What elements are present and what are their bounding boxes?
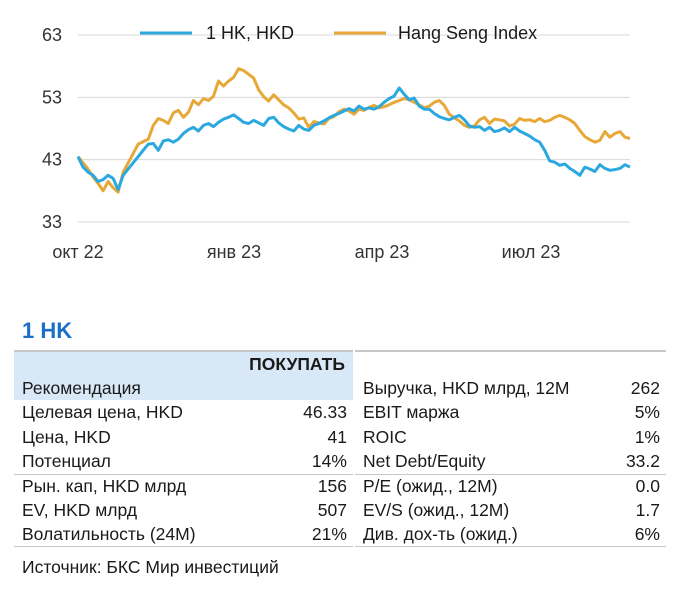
x-tick-label: апр 23 <box>355 242 410 262</box>
metric-row-ebit-margin: EBIT маржа 5% <box>355 400 666 425</box>
metric-value: 262 <box>630 378 660 398</box>
metrics-left-column: Рекомендация ПОКУПАТЬ Целевая цена, HKD … <box>14 350 353 547</box>
x-axis-ticks: окт 22 янв 23 апр 23 июл 23 <box>52 242 560 262</box>
x-tick-label: окт 22 <box>52 242 103 262</box>
metrics-table: Рекомендация ПОКУПАТЬ Целевая цена, HKD … <box>14 350 666 547</box>
y-tick-label: 43 <box>42 150 62 170</box>
metric-row-volatility: Волатильность (24M) 21% <box>14 523 353 547</box>
recommendation-row: Рекомендация ПОКУПАТЬ <box>14 350 353 400</box>
chart-legend: 1 HK, HKD Hang Seng Index <box>140 23 537 43</box>
metric-value: 21% <box>311 523 347 544</box>
metric-value: 41 <box>327 426 347 447</box>
metric-label: Выручка, HKD млрд, 12M <box>362 378 570 398</box>
metrics-right-column: Выручка, HKD млрд, 12M 262 EBIT маржа 5%… <box>352 350 666 547</box>
metric-row-target-price: Целевая цена, HKD 46.33 <box>14 400 353 425</box>
revenue-row: Выручка, HKD млрд, 12M 262 <box>354 350 666 400</box>
metric-label: Цена, HKD <box>22 426 111 447</box>
chart-gridlines <box>78 34 630 223</box>
y-tick-label: 33 <box>42 212 62 232</box>
recommendation-value: ПОКУПАТЬ <box>249 354 345 374</box>
ticker-title: 1 HK <box>22 318 73 343</box>
y-tick-label: 63 <box>42 25 62 45</box>
legend-label: Hang Seng Index <box>398 23 537 43</box>
metric-label: Потенциал <box>22 451 111 471</box>
metric-label: Див. дох-ть (ожид.) <box>362 523 518 544</box>
source-note: Источник: БКС Мир инвестиций <box>22 557 279 577</box>
chart-series <box>76 67 631 194</box>
metric-value: 14% <box>311 451 347 471</box>
metric-row-ev-s: EV/S (ожид., 12M) 1.7 <box>355 498 666 523</box>
legend-label: 1 HK, HKD <box>206 23 294 43</box>
metric-row-pe: P/E (ожид., 12M) 0.0 <box>354 473 666 499</box>
metric-value: 1% <box>634 426 660 447</box>
metric-label: EV/S (ожид., 12M) <box>362 500 510 520</box>
metric-value: 156 <box>317 475 347 496</box>
metric-label: ROIC <box>362 426 407 447</box>
metric-label: P/E (ожид., 12M) <box>362 475 498 496</box>
metric-label: Net Debt/Equity <box>362 451 486 471</box>
metric-row-dividend-yield: Див. дох-ть (ожид.) 6% <box>354 523 666 547</box>
y-axis-ticks: 33 43 53 63 <box>42 25 62 232</box>
x-tick-label: июл 23 <box>502 242 561 262</box>
metric-value: 507 <box>317 500 347 520</box>
metric-label: Рын. кап, HKD млрд <box>22 475 187 496</box>
metric-row-ev: EV, HKD млрд 507 <box>14 498 353 523</box>
metric-value: 33.2 <box>625 451 660 471</box>
metric-value: 0.0 <box>635 475 660 496</box>
metric-row-market-cap: Рын. кап, HKD млрд 156 <box>14 473 353 499</box>
metric-label: EBIT маржа <box>362 402 460 422</box>
metric-row-net-debt-equity: Net Debt/Equity 33.2 <box>355 449 666 474</box>
series-line-0 <box>76 86 631 192</box>
metric-value: 1.7 <box>635 500 660 520</box>
x-tick-label: янв 23 <box>207 242 261 262</box>
metric-label: Целевая цена, HKD <box>22 402 183 422</box>
stock-vs-index-chart: 33 43 53 63 окт 22 янв 23 апр 23 июл 23 1 HK, … <box>42 23 631 262</box>
metric-value: 5% <box>634 402 660 422</box>
metric-value: 6% <box>634 523 660 544</box>
metric-label: EV, HKD млрд <box>22 500 138 520</box>
metric-row-upside: Потенциал 14% <box>14 449 353 474</box>
series-line-1 <box>76 67 631 194</box>
y-tick-label: 53 <box>42 87 62 107</box>
recommendation-label: Рекомендация <box>22 378 141 398</box>
metric-label: Волатильность (24M) <box>22 523 196 544</box>
metric-value: 46.33 <box>303 402 347 422</box>
metric-row-roic: ROIC 1% <box>355 425 666 450</box>
metric-row-price: Цена, HKD 41 <box>14 425 353 450</box>
